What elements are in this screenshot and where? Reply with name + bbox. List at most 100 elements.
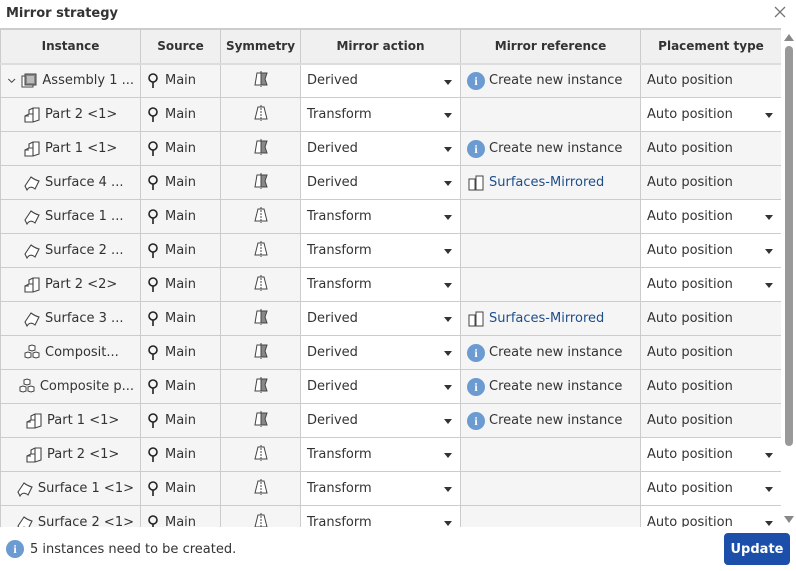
placement-type-dropdown[interactable]: Auto position	[640, 471, 782, 506]
table-row[interactable]: Surface 2 <1> Main Transform Auto position	[0, 505, 782, 527]
mirror-reference-link[interactable]: Surfaces-Mirrored	[489, 175, 605, 190]
mirror-action-dropdown[interactable]: Transform	[300, 267, 461, 302]
source-text: Main	[165, 209, 197, 224]
placement-type-value: Auto position	[647, 481, 733, 496]
symmetry-cell	[220, 267, 301, 302]
dropdown-arrow-icon[interactable]	[444, 79, 452, 85]
table-row[interactable]: Surface 1 ... Main Transform Auto position	[0, 199, 782, 234]
mirror-action-dropdown[interactable]: Derived	[300, 335, 461, 370]
mirror-reference-cell	[460, 471, 641, 506]
dropdown-arrow-icon[interactable]	[444, 385, 452, 390]
table-row[interactable]: Part 1 <1> Main Derived i Create new instanc…	[0, 403, 782, 438]
mirror-reference-cell: i Create new instance	[460, 403, 641, 438]
placement-type-dropdown[interactable]: Auto position	[640, 233, 782, 268]
source-cell: Main	[140, 369, 221, 404]
dropdown-arrow-icon[interactable]	[444, 147, 452, 152]
mirror-action-dropdown[interactable]: Derived	[300, 63, 461, 98]
source-text: Main	[165, 515, 197, 527]
chevron-down-icon[interactable]	[7, 76, 16, 86]
branch-pin-icon	[148, 140, 158, 156]
placement-type-dropdown[interactable]: Auto position	[640, 97, 782, 132]
source-cell: Main	[140, 437, 221, 472]
mirror-action-dropdown[interactable]: Transform	[300, 199, 461, 234]
symmetry-cell	[220, 369, 301, 404]
dropdown-arrow-icon[interactable]	[765, 215, 773, 220]
mirror-action-dropdown[interactable]: Transform	[300, 471, 461, 506]
mirror-action-dropdown[interactable]: Transform	[300, 233, 461, 268]
mirror-action-dropdown[interactable]: Derived	[300, 301, 461, 336]
dropdown-arrow-icon[interactable]	[765, 113, 773, 118]
source-cell: Main	[140, 335, 221, 370]
branch-pin-icon	[148, 412, 158, 428]
scroll-thumb[interactable]	[785, 46, 793, 446]
dropdown-arrow-icon[interactable]	[765, 249, 773, 254]
table-row[interactable]: Part 2 <1> Main Transform Auto position	[0, 437, 782, 472]
instance-name: Part 1 <1>	[47, 413, 120, 428]
table-row[interactable]: Surface 3 ... Main Derived Surfaces-Mirrore…	[0, 301, 782, 336]
dropdown-arrow-icon[interactable]	[444, 487, 452, 492]
mirror-reference-link[interactable]: Surfaces-Mirrored	[489, 311, 605, 326]
dropdown-arrow-icon[interactable]	[765, 521, 773, 526]
symmetric-icon	[253, 444, 268, 461]
instance-name: Composit...	[45, 345, 119, 360]
symmetry-cell	[220, 233, 301, 268]
mirror-action-dropdown[interactable]: Derived	[300, 165, 461, 200]
dropdown-arrow-icon[interactable]	[444, 181, 452, 186]
source-cell: Main	[140, 471, 221, 506]
part-icon	[23, 106, 41, 124]
placement-type-dropdown[interactable]: Auto position	[640, 505, 782, 527]
mirror-action-dropdown[interactable]: Derived	[300, 403, 461, 438]
dropdown-arrow-icon[interactable]	[444, 419, 452, 424]
column-header: Mirror action	[300, 29, 461, 65]
mirror-symmetry-icon	[253, 138, 268, 155]
dropdown-arrow-icon[interactable]	[765, 487, 773, 492]
table-row[interactable]: Surface 2 ... Main Transform Auto position	[0, 233, 782, 268]
mirror-action-dropdown[interactable]: Derived	[300, 369, 461, 404]
placement-type-dropdown[interactable]: Auto position	[640, 199, 782, 234]
mirror-symmetry-icon	[253, 342, 268, 359]
table-row[interactable]: Part 1 <1> Main Derived i Create new instanc…	[0, 131, 782, 166]
table-row[interactable]: Part 2 <2> Main Transform Auto position	[0, 267, 782, 302]
table-row[interactable]: Assembly 1 ... Main Derived i Create new ins…	[0, 63, 782, 98]
dropdown-arrow-icon[interactable]	[444, 215, 452, 220]
branch-pin-icon	[148, 446, 158, 462]
surface-icon	[23, 174, 41, 192]
scroll-up-icon[interactable]	[784, 34, 794, 41]
placement-type-value: Auto position	[647, 447, 733, 462]
mirror-action-dropdown[interactable]: Transform	[300, 97, 461, 132]
dropdown-arrow-icon[interactable]	[444, 113, 452, 118]
instance-cell: Surface 2 ...	[0, 233, 141, 268]
symmetry-cell	[220, 403, 301, 438]
table-row[interactable]: Composite p... Main Derived i Create new ins…	[0, 369, 782, 404]
scrollbar[interactable]	[781, 28, 796, 527]
placement-type-dropdown[interactable]: Auto position	[640, 267, 782, 302]
source-cell: Main	[140, 165, 221, 200]
update-button[interactable]: Update	[724, 533, 790, 565]
close-icon[interactable]	[772, 4, 788, 20]
table-row[interactable]: Surface 4 ... Main Derived Surfaces-Mirrore…	[0, 165, 782, 200]
dropdown-arrow-icon[interactable]	[765, 453, 773, 458]
mirror-action-dropdown[interactable]: Derived	[300, 131, 461, 166]
instance-cell: Part 2 <1>	[0, 437, 141, 472]
mirror-action-dropdown[interactable]: Transform	[300, 505, 461, 527]
placement-type-dropdown[interactable]: Auto position	[640, 437, 782, 472]
dropdown-arrow-icon[interactable]	[444, 317, 452, 322]
instance-name: Surface 1 <1>	[37, 481, 134, 496]
branch-pin-icon	[148, 174, 158, 190]
dropdown-arrow-icon[interactable]	[765, 283, 773, 288]
instance-cell: Surface 3 ...	[0, 301, 141, 336]
dropdown-arrow-icon[interactable]	[444, 283, 452, 288]
dropdown-arrow-icon[interactable]	[444, 249, 452, 254]
dropdown-arrow-icon[interactable]	[444, 521, 452, 526]
table-row[interactable]: Composit... Main Derived i Create new instan…	[0, 335, 782, 370]
dropdown-arrow-icon[interactable]	[444, 453, 452, 458]
instance-cell: Part 2 <2>	[0, 267, 141, 302]
placement-type-value: Auto position	[647, 73, 733, 89]
mirror-action-value: Derived	[307, 175, 358, 190]
symmetry-cell	[220, 199, 301, 234]
table-row[interactable]: Part 2 <1> Main Transform Auto position	[0, 97, 782, 132]
mirror-action-dropdown[interactable]: Transform	[300, 437, 461, 472]
table-row[interactable]: Surface 1 <1> Main Transform Auto position	[0, 471, 782, 506]
scroll-down-icon[interactable]	[784, 516, 794, 523]
dropdown-arrow-icon[interactable]	[444, 351, 452, 356]
